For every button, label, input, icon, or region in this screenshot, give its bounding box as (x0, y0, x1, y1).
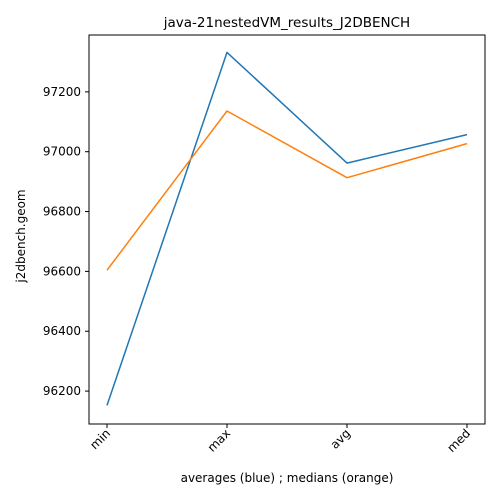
y-axis-label: j2dbench.geom (14, 189, 28, 283)
y-tick-label: 96200 (43, 384, 81, 398)
y-tick-label: 97200 (43, 85, 81, 99)
y-tick-label: 96800 (43, 205, 81, 219)
y-tick-label: 96600 (43, 264, 81, 278)
x-axis-label: averages (blue) ; medians (orange) (181, 471, 394, 485)
series-line-2 (106, 110, 468, 271)
y-tick-label: 97000 (43, 145, 81, 159)
series-line-1 (106, 51, 468, 406)
axes-frame (88, 34, 486, 425)
chart-title: java-21nestedVM_results_J2DBENCH (163, 15, 410, 31)
y-tick-label: 96400 (43, 324, 81, 338)
